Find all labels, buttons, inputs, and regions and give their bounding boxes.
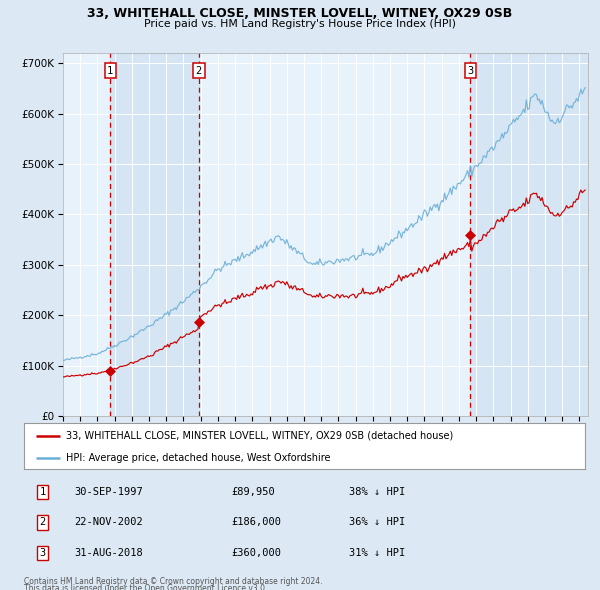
Text: 3: 3 <box>467 66 473 76</box>
Text: £360,000: £360,000 <box>232 548 281 558</box>
Text: 2: 2 <box>40 517 46 527</box>
Text: This data is licensed under the Open Government Licence v3.0.: This data is licensed under the Open Gov… <box>24 584 268 590</box>
Text: Price paid vs. HM Land Registry's House Price Index (HPI): Price paid vs. HM Land Registry's House … <box>144 19 456 29</box>
Text: £89,950: £89,950 <box>232 487 275 497</box>
Bar <box>110 53 199 416</box>
Text: HPI: Average price, detached house, West Oxfordshire: HPI: Average price, detached house, West… <box>66 453 331 463</box>
Text: 1: 1 <box>40 487 46 497</box>
Text: 36% ↓ HPI: 36% ↓ HPI <box>349 517 406 527</box>
Bar <box>470 53 588 416</box>
Text: 1: 1 <box>107 66 113 76</box>
Text: 2: 2 <box>196 66 202 76</box>
Text: £186,000: £186,000 <box>232 517 281 527</box>
Text: 3: 3 <box>40 548 46 558</box>
Text: Contains HM Land Registry data © Crown copyright and database right 2024.: Contains HM Land Registry data © Crown c… <box>24 577 323 586</box>
Text: 22-NOV-2002: 22-NOV-2002 <box>74 517 143 527</box>
Text: 38% ↓ HPI: 38% ↓ HPI <box>349 487 406 497</box>
Text: 33, WHITEHALL CLOSE, MINSTER LOVELL, WITNEY, OX29 0SB: 33, WHITEHALL CLOSE, MINSTER LOVELL, WIT… <box>88 7 512 20</box>
Text: 33, WHITEHALL CLOSE, MINSTER LOVELL, WITNEY, OX29 0SB (detached house): 33, WHITEHALL CLOSE, MINSTER LOVELL, WIT… <box>66 431 454 441</box>
Text: 30-SEP-1997: 30-SEP-1997 <box>74 487 143 497</box>
Text: 31% ↓ HPI: 31% ↓ HPI <box>349 548 406 558</box>
Text: 31-AUG-2018: 31-AUG-2018 <box>74 548 143 558</box>
